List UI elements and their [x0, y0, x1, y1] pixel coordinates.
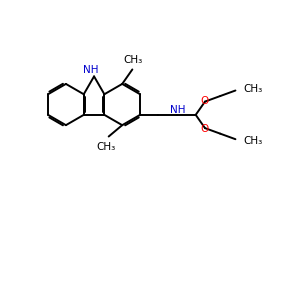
Text: CH₃: CH₃: [96, 142, 116, 152]
Text: CH₃: CH₃: [244, 136, 263, 146]
Text: NH: NH: [170, 104, 185, 115]
Text: CH₃: CH₃: [124, 55, 143, 65]
Text: CH₃: CH₃: [244, 84, 263, 94]
Text: NH: NH: [83, 65, 98, 76]
Text: O: O: [201, 96, 209, 106]
Text: O: O: [201, 124, 209, 134]
